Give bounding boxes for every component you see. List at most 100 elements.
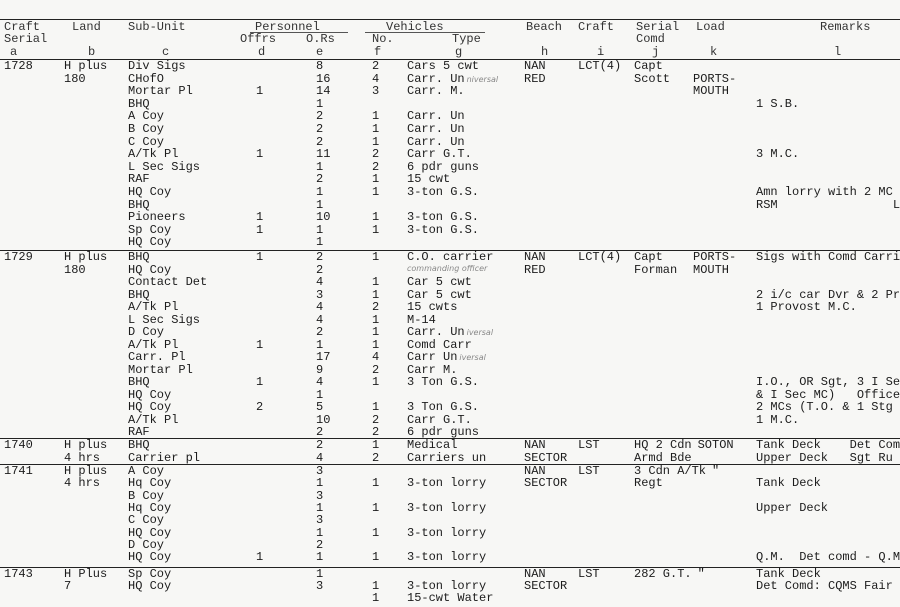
cell-ors: 4 <box>316 375 324 389</box>
cell-sub-unit: A/Tk Pl <box>128 337 179 352</box>
cell-vehicle-no: 1 <box>372 222 380 237</box>
cell-craft-serial: 1728 <box>4 59 33 73</box>
cell-sub-unit: Carr. Pl <box>128 350 186 364</box>
cell-ors: 2 <box>316 438 324 452</box>
cell-vehicle-no: 1 <box>372 550 380 565</box>
cell-vehicle-no: 1 <box>372 172 380 187</box>
cell-sub-unit: Sp Coy <box>128 567 172 581</box>
cell-ors: 3 <box>316 513 324 528</box>
cell-sub-unit: HQ Coy <box>128 262 172 277</box>
cell-vehicle-no: 1 <box>372 525 380 540</box>
cell-land: H plus <box>64 438 108 452</box>
header-col-letter: j <box>652 45 660 59</box>
cell-ors: 3 <box>316 464 324 478</box>
cell-ors: 4 <box>316 450 324 465</box>
cell-ors: 2 <box>316 172 324 187</box>
cell-serial-comd: 282 G.T. <box>634 567 692 581</box>
cell-vehicle-no: 4 <box>372 350 380 364</box>
cell-vehicle-type: Medical <box>407 438 458 452</box>
cell-vehicle-no: 1 <box>372 325 380 339</box>
cell-beach: RED <box>524 262 546 277</box>
cell-vehicle-type: 15 cwt <box>407 172 451 187</box>
cell-sub-unit: Contact Det <box>128 275 208 289</box>
cell-vehicle-no: 2 <box>372 300 380 314</box>
cell-vehicle-type: Carr. Un <box>407 71 465 86</box>
cell-offrs: 1 <box>256 210 264 225</box>
header-craft-serial: Craft <box>4 20 41 34</box>
cell-vehicle-type: Cars 5 cwt <box>407 59 480 73</box>
cell-land: 180 <box>64 71 86 86</box>
cell-vehicle-type: M-14 <box>407 312 436 327</box>
cell-offrs: 1 <box>256 550 264 565</box>
cell-sub-unit: BHQ <box>128 96 150 111</box>
cell-sub-unit: HQ Coy <box>128 579 172 594</box>
cell-sub-unit: L Sec Sigs <box>128 159 201 174</box>
header-col-letter: l <box>834 45 842 59</box>
block-divider <box>0 438 900 439</box>
cell-vehicle-no: 2 <box>372 159 380 174</box>
cell-sub-unit: D Coy <box>128 537 165 552</box>
cell-offrs: 1 <box>256 147 264 162</box>
cell-sub-unit: A/Tk Pl <box>128 300 179 314</box>
cell-vehicle-no: 1 <box>372 500 380 515</box>
cell-ors: 3 <box>316 287 324 302</box>
header-col-letter: f <box>374 45 382 59</box>
cell-remarks: 1 M.C. <box>756 412 800 427</box>
cell-sub-unit: A/Tk Pl <box>128 412 179 427</box>
cell-vehicle-type: C.O. carrier <box>407 250 494 264</box>
cell-ors: 1 <box>316 235 324 250</box>
cell-sub-unit: RAF <box>128 425 150 439</box>
cell-sub-unit: BHQ <box>128 375 150 389</box>
cell-land: H Plus <box>64 567 108 581</box>
cell-offrs: 1 <box>256 337 264 352</box>
header-col-letter: h <box>541 45 549 59</box>
cell-remarks: 3 M.C. <box>756 147 800 162</box>
handwritten-annotation: commanding officer <box>407 264 488 273</box>
cell-vehicle-type: 3-ton lorry <box>407 525 487 540</box>
cell-vehicle-no: 1 <box>372 287 380 302</box>
cell-load: PORTS- <box>693 250 737 264</box>
cell-vehicle-type: Carr G.T. <box>407 412 472 427</box>
header-personnel: Personnel <box>255 20 320 34</box>
cell-vehicle-type: Carr. Un <box>407 109 465 124</box>
cell-craft-serial: 1740 <box>4 438 33 452</box>
cell-ors: 2 <box>316 537 324 552</box>
cell-ors: 5 <box>316 400 324 414</box>
cell-serial-comd: HQ 2 Cdn <box>634 438 692 452</box>
cell-ors: 10 <box>316 210 331 225</box>
cell-vehicle-no: 1 <box>372 375 380 389</box>
cell-ors: 16 <box>316 71 331 86</box>
cell-vehicle-no: 1 <box>372 134 380 149</box>
cell-offrs: 1 <box>256 222 264 237</box>
cell-beach: SECTOR <box>524 476 568 491</box>
cell-load: " <box>712 464 720 478</box>
cell-serial-comd: Capt <box>634 59 663 73</box>
cell-beach: NAN <box>524 59 546 73</box>
cell-vehicle-no: 2 <box>372 59 380 73</box>
header-col-letter: g <box>455 45 463 59</box>
cell-beach: NAN <box>524 438 546 452</box>
cell-vehicle-type: 3-ton G.S. <box>407 185 480 199</box>
cell-ors: 1 <box>316 197 324 212</box>
cell-sub-unit: Hq Coy <box>128 500 172 515</box>
header-ors: O.Rs <box>306 32 335 46</box>
cell-sub-unit: CHofO <box>128 71 165 86</box>
cell-remarks: Q.M. Det comd - Q.M <box>756 550 900 565</box>
header-bottom-rule <box>0 59 900 60</box>
header-craft: Craft <box>578 20 615 34</box>
cell-remarks: Upper Deck <box>756 500 829 515</box>
cell-sub-unit: BHQ <box>128 197 150 212</box>
cell-beach: SECTOR <box>524 450 568 465</box>
cell-ors: 2 <box>316 109 324 124</box>
header-beach: Beach <box>526 20 563 34</box>
cell-serial-comd: Forman <box>634 262 678 277</box>
cell-vehicle-no: 1 <box>372 438 380 452</box>
header-col-letter: k <box>710 45 718 59</box>
cell-sub-unit: Pioneers <box>128 210 186 225</box>
cell-sub-unit: HQ Coy <box>128 185 172 199</box>
cell-beach: NAN <box>524 464 546 478</box>
block-divider <box>0 464 900 465</box>
cell-sub-unit: D Coy <box>128 325 165 339</box>
cell-vehicle-type: 15-cwt Water <box>407 591 494 606</box>
cell-ors: 8 <box>316 59 324 73</box>
